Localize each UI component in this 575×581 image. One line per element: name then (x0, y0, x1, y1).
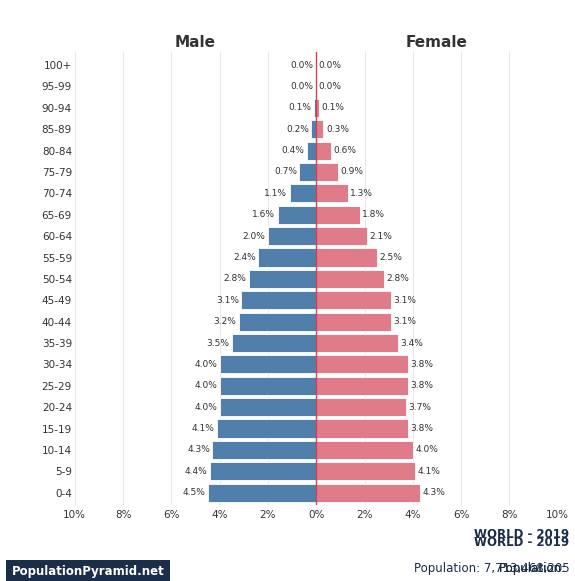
Text: 1.1%: 1.1% (264, 189, 288, 198)
Text: 4.0%: 4.0% (194, 360, 217, 369)
Text: 3.1%: 3.1% (393, 317, 416, 326)
Text: 3.2%: 3.2% (214, 317, 236, 326)
Bar (316, 483, 420, 502)
Bar (316, 99, 319, 117)
Text: 3.5%: 3.5% (206, 339, 229, 347)
Text: 4.0%: 4.0% (415, 446, 438, 454)
Text: 4.3%: 4.3% (187, 446, 210, 454)
Bar (242, 291, 316, 309)
Text: 0.0%: 0.0% (291, 60, 314, 70)
Text: 4.1%: 4.1% (192, 424, 215, 433)
Text: 0.1%: 0.1% (289, 103, 312, 112)
Text: 1.3%: 1.3% (350, 189, 373, 198)
Text: 2.8%: 2.8% (386, 274, 409, 284)
Text: Population:: Population: (499, 562, 569, 575)
Bar (316, 227, 367, 245)
Bar (316, 313, 391, 331)
Text: 0.2%: 0.2% (286, 125, 309, 134)
Text: 0.0%: 0.0% (319, 60, 342, 70)
Bar (212, 441, 316, 459)
Bar (316, 163, 338, 181)
Bar (316, 334, 398, 352)
Bar (210, 462, 316, 480)
Text: 2.0%: 2.0% (243, 232, 266, 241)
Text: 2.4%: 2.4% (233, 253, 256, 262)
Bar (220, 398, 316, 416)
Bar (232, 334, 316, 352)
Text: 3.4%: 3.4% (401, 339, 424, 347)
Bar (312, 120, 316, 138)
Bar (316, 120, 324, 138)
Bar (316, 206, 360, 224)
Bar (316, 441, 413, 459)
Text: 4.4%: 4.4% (185, 467, 208, 476)
Bar (278, 206, 316, 224)
Text: 2.1%: 2.1% (369, 232, 392, 241)
Bar (316, 270, 384, 288)
Text: 3.1%: 3.1% (216, 296, 239, 305)
Text: 2.5%: 2.5% (379, 253, 402, 262)
Text: 4.1%: 4.1% (417, 467, 440, 476)
Bar (316, 419, 408, 437)
Bar (300, 163, 316, 181)
Text: 0.7%: 0.7% (274, 167, 297, 177)
Bar (316, 249, 377, 267)
Bar (220, 376, 316, 395)
Text: 3.8%: 3.8% (411, 381, 434, 390)
Text: 3.8%: 3.8% (411, 360, 434, 369)
Text: 0.6%: 0.6% (333, 146, 356, 155)
Text: 4.5%: 4.5% (182, 488, 205, 497)
Text: WORLD - 2019: WORLD - 2019 (474, 536, 569, 549)
Text: PopulationPyramid.net: PopulationPyramid.net (12, 565, 164, 578)
Text: 0.9%: 0.9% (340, 167, 363, 177)
Bar (258, 249, 316, 267)
Text: 0.4%: 0.4% (281, 146, 304, 155)
Bar (316, 462, 415, 480)
Bar (316, 398, 405, 416)
Bar (316, 291, 391, 309)
Bar (220, 356, 316, 374)
Text: Female: Female (406, 35, 468, 50)
Bar (290, 184, 316, 202)
Bar (217, 419, 316, 437)
Bar (314, 99, 316, 117)
Text: Population: 7,713,468,205: Population: 7,713,468,205 (413, 562, 569, 575)
Text: Male: Male (175, 35, 216, 50)
Bar (316, 356, 408, 374)
Text: 3.1%: 3.1% (393, 296, 416, 305)
Bar (268, 227, 316, 245)
Text: 2.8%: 2.8% (223, 274, 246, 284)
Text: 4.0%: 4.0% (194, 403, 217, 411)
Bar (316, 142, 331, 160)
Text: 0.0%: 0.0% (291, 82, 314, 91)
Text: 0.0%: 0.0% (319, 82, 342, 91)
Text: Population:: Population: (499, 562, 569, 575)
Text: 0.3%: 0.3% (326, 125, 349, 134)
Bar (306, 142, 316, 160)
Bar (316, 184, 348, 202)
Text: 4.0%: 4.0% (194, 381, 217, 390)
Bar (316, 376, 408, 395)
Text: 0.1%: 0.1% (321, 103, 344, 112)
Bar (239, 313, 316, 331)
Text: 3.8%: 3.8% (411, 424, 434, 433)
Text: 3.7%: 3.7% (408, 403, 431, 411)
Bar (208, 483, 316, 502)
Text: 4.3%: 4.3% (423, 488, 446, 497)
Bar (248, 270, 316, 288)
Text: 1.6%: 1.6% (252, 210, 275, 219)
Text: WORLD - 2019: WORLD - 2019 (474, 529, 569, 541)
Text: 1.8%: 1.8% (362, 210, 385, 219)
